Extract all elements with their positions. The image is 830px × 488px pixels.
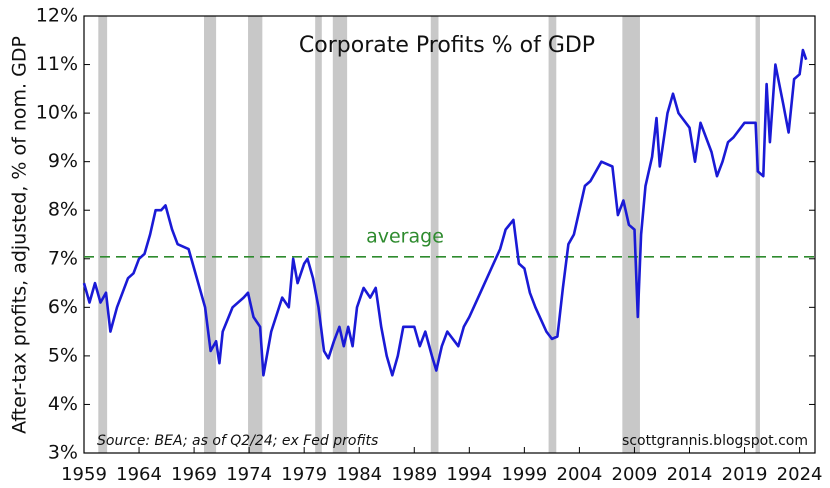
y-tick-label: 8%	[48, 199, 78, 221]
credit-note: scottgrannis.blogspot.com	[622, 433, 808, 449]
profit-line	[82, 48, 808, 377]
recession-band	[622, 16, 640, 453]
y-tick-label: 6%	[48, 296, 78, 318]
y-tick-label: 11%	[36, 53, 78, 75]
x-tick-label: 1984	[336, 464, 382, 485]
recession-band	[248, 16, 263, 453]
y-axis-label: After-tax profits, adjusted, % of nom. G…	[9, 36, 31, 434]
chart-title: Corporate Profits % of GDP	[299, 33, 595, 58]
recession-band	[332, 16, 348, 453]
x-tick-label: 2004	[557, 464, 603, 485]
y-tick-label: 4%	[48, 393, 78, 415]
y-tick-label: 9%	[48, 150, 78, 172]
x-tick-label: 2024	[777, 464, 823, 485]
x-tick-label: 2009	[612, 464, 658, 485]
recession-band	[315, 16, 322, 453]
recession-band	[548, 16, 557, 453]
y-tick-label: 5%	[48, 344, 78, 366]
x-tick-label: 1959	[61, 464, 107, 485]
source-note: Source: BEA; as of Q2/24; ex Fed profits	[97, 433, 378, 449]
x-tick-label: 1989	[391, 464, 437, 485]
x-tick-label: 1964	[116, 464, 162, 485]
recession-band	[430, 16, 439, 453]
recession-band	[98, 16, 108, 453]
recession-band	[755, 16, 760, 453]
x-tick-label: 1969	[171, 464, 217, 485]
y-tick-label: 7%	[48, 247, 78, 269]
average-label: average	[366, 225, 444, 247]
x-tick-label: 1974	[226, 464, 272, 485]
y-tick-label: 12%	[36, 5, 78, 27]
plot-frame	[83, 15, 816, 454]
y-tick-label: 10%	[36, 102, 78, 124]
y-tick-label: 3%	[48, 442, 78, 464]
x-tick-label: 2019	[722, 464, 768, 485]
x-tick-label: 2014	[667, 464, 713, 485]
x-tick-label: 1999	[501, 464, 547, 485]
x-tick-label: 1979	[281, 464, 327, 485]
recession-band	[203, 16, 217, 453]
x-tick-label: 1994	[446, 464, 492, 485]
